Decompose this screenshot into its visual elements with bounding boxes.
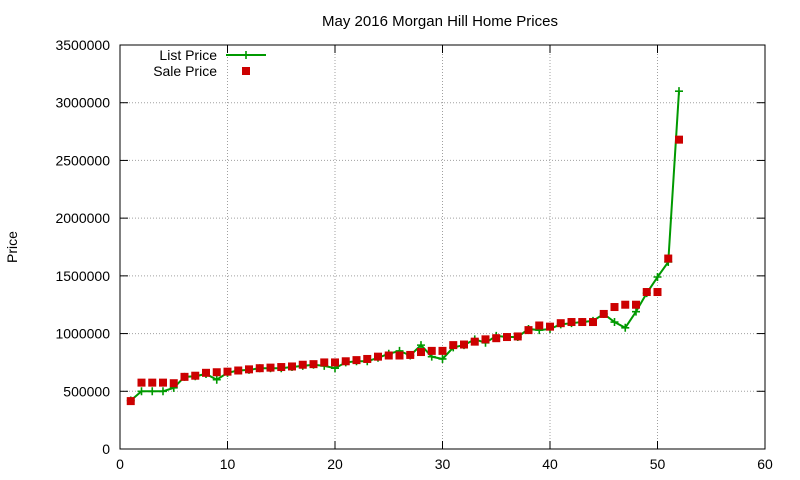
sale-price-point (481, 335, 490, 344)
sale-price-point (384, 351, 393, 360)
sale-price-point (245, 365, 253, 374)
legend-plus-swatch (242, 51, 250, 59)
list-price-point (159, 387, 167, 396)
sale-price-point (621, 300, 630, 309)
y-tick-label: 1000000 (55, 326, 110, 342)
y-tick-label: 2500000 (55, 152, 110, 168)
list-price-point (137, 387, 146, 396)
sale-price-point (320, 358, 329, 367)
sale-price-point (180, 372, 189, 381)
legend-label: List Price (159, 47, 217, 63)
x-tick-label: 50 (650, 456, 666, 472)
sale-price-point (675, 135, 683, 144)
sale-price-point (427, 346, 436, 355)
y-tick-label: 3000000 (55, 95, 110, 111)
sale-price-point (599, 309, 608, 318)
sale-price-point (137, 378, 146, 387)
sale-price-point (191, 371, 200, 380)
series-sale-price (126, 135, 683, 406)
sale-price-point (632, 300, 640, 309)
sale-price-point (309, 360, 318, 369)
sale-price-point (653, 288, 662, 297)
sale-price-point (363, 354, 372, 363)
sale-price-point (503, 333, 511, 342)
x-tick-label: 20 (327, 456, 343, 472)
sale-price-point (578, 318, 587, 327)
axis-ticks: 0 500000 1000000 1500000 2000000 2500000 30000… (55, 37, 773, 472)
sale-price-point (255, 364, 264, 373)
sale-price-point (546, 322, 554, 331)
x-tick-label: 60 (757, 456, 773, 472)
sale-price-point (610, 303, 619, 312)
sale-price-point (524, 326, 533, 335)
sale-price-point (341, 357, 350, 366)
y-tick-label: 3500000 (55, 37, 110, 53)
sale-price-point (234, 366, 243, 375)
sale-price-point (395, 351, 404, 360)
y-tick-label: 500000 (63, 383, 110, 399)
y-tick-label: 1500000 (55, 268, 110, 284)
sale-price-point (513, 332, 522, 341)
list-price-point (148, 387, 157, 396)
list-price-point (438, 354, 447, 363)
sale-price-point (460, 340, 468, 349)
y-tick-label: 0 (102, 441, 110, 457)
series-layer (126, 87, 683, 406)
sale-price-point (406, 350, 415, 359)
sale-price-point (298, 360, 307, 369)
sale-price-point (331, 358, 339, 367)
sale-price-point (288, 362, 296, 371)
sale-price-point (664, 254, 673, 263)
sale-price-point (126, 397, 135, 406)
list-price-line (130, 91, 680, 402)
sale-price-point (266, 363, 275, 372)
legend-square-swatch (242, 67, 250, 75)
sale-price-point (223, 367, 232, 376)
list-price-point (417, 341, 425, 350)
sale-price-point (212, 368, 221, 377)
x-tick-label: 40 (542, 456, 558, 472)
list-price-point (610, 318, 619, 327)
sale-price-point (417, 348, 425, 357)
chart-title: May 2016 Morgan Hill Home Prices (322, 13, 558, 30)
sale-price-point (642, 288, 651, 297)
series-list-price (126, 87, 683, 405)
x-tick-label: 30 (435, 456, 451, 472)
sale-price-point (556, 319, 565, 328)
sale-price-point (277, 363, 286, 372)
sale-price-point (492, 334, 501, 343)
sale-price-point (159, 378, 167, 387)
sale-price-point (438, 346, 447, 355)
x-tick-label: 0 (116, 456, 124, 472)
sale-price-point (148, 378, 157, 387)
list-price-point (653, 273, 662, 282)
legend-label: Sale Price (153, 63, 217, 79)
sale-price-point (352, 356, 361, 365)
sale-price-point (374, 352, 382, 361)
sale-price-point (169, 379, 178, 388)
y-axis-label: Price (4, 231, 20, 263)
sale-price-point (202, 368, 210, 377)
sale-price-point (470, 337, 479, 346)
list-price-point (675, 87, 683, 96)
sale-price-point (567, 318, 576, 327)
x-tick-label: 10 (220, 456, 236, 472)
sale-price-point (449, 341, 458, 350)
sale-price-point (589, 318, 597, 327)
sale-price-point (535, 321, 544, 330)
list-price-point (621, 323, 630, 332)
y-tick-label: 2000000 (55, 210, 110, 226)
list-price-point (212, 375, 221, 384)
list-price-point (632, 307, 640, 316)
